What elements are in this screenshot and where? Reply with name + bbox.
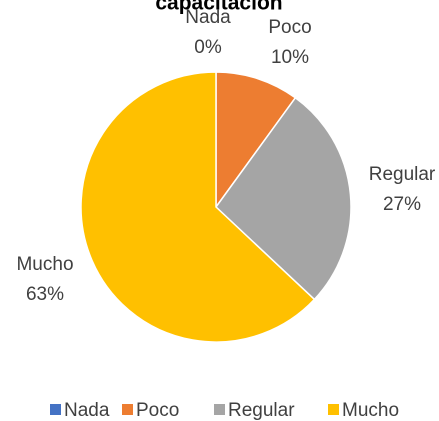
slice-value-label: 63% [26,284,64,305]
slice-value-label: 0% [194,37,222,58]
legend-label: Poco [136,400,179,421]
legend-swatch [50,404,61,415]
legend-swatch [214,404,225,415]
legend-label: Nada [64,400,110,421]
pie-slice [215,71,297,210]
slice-value-label: 27% [383,194,421,215]
legend-swatch [122,404,133,415]
slice-category-label: Mucho [16,254,73,275]
pie-slice [215,96,352,301]
legend-swatch [328,404,339,415]
slice-value-label: 10% [271,47,309,68]
slice-category-label: Regular [369,164,436,185]
slice-category-label: Poco [268,17,311,38]
legend-label: Mucho [342,400,399,421]
slice-category-label: Nada [185,7,231,28]
pie-slice [80,71,316,343]
chart-title: capacitación [155,0,282,15]
legend-label: Regular [228,400,295,421]
